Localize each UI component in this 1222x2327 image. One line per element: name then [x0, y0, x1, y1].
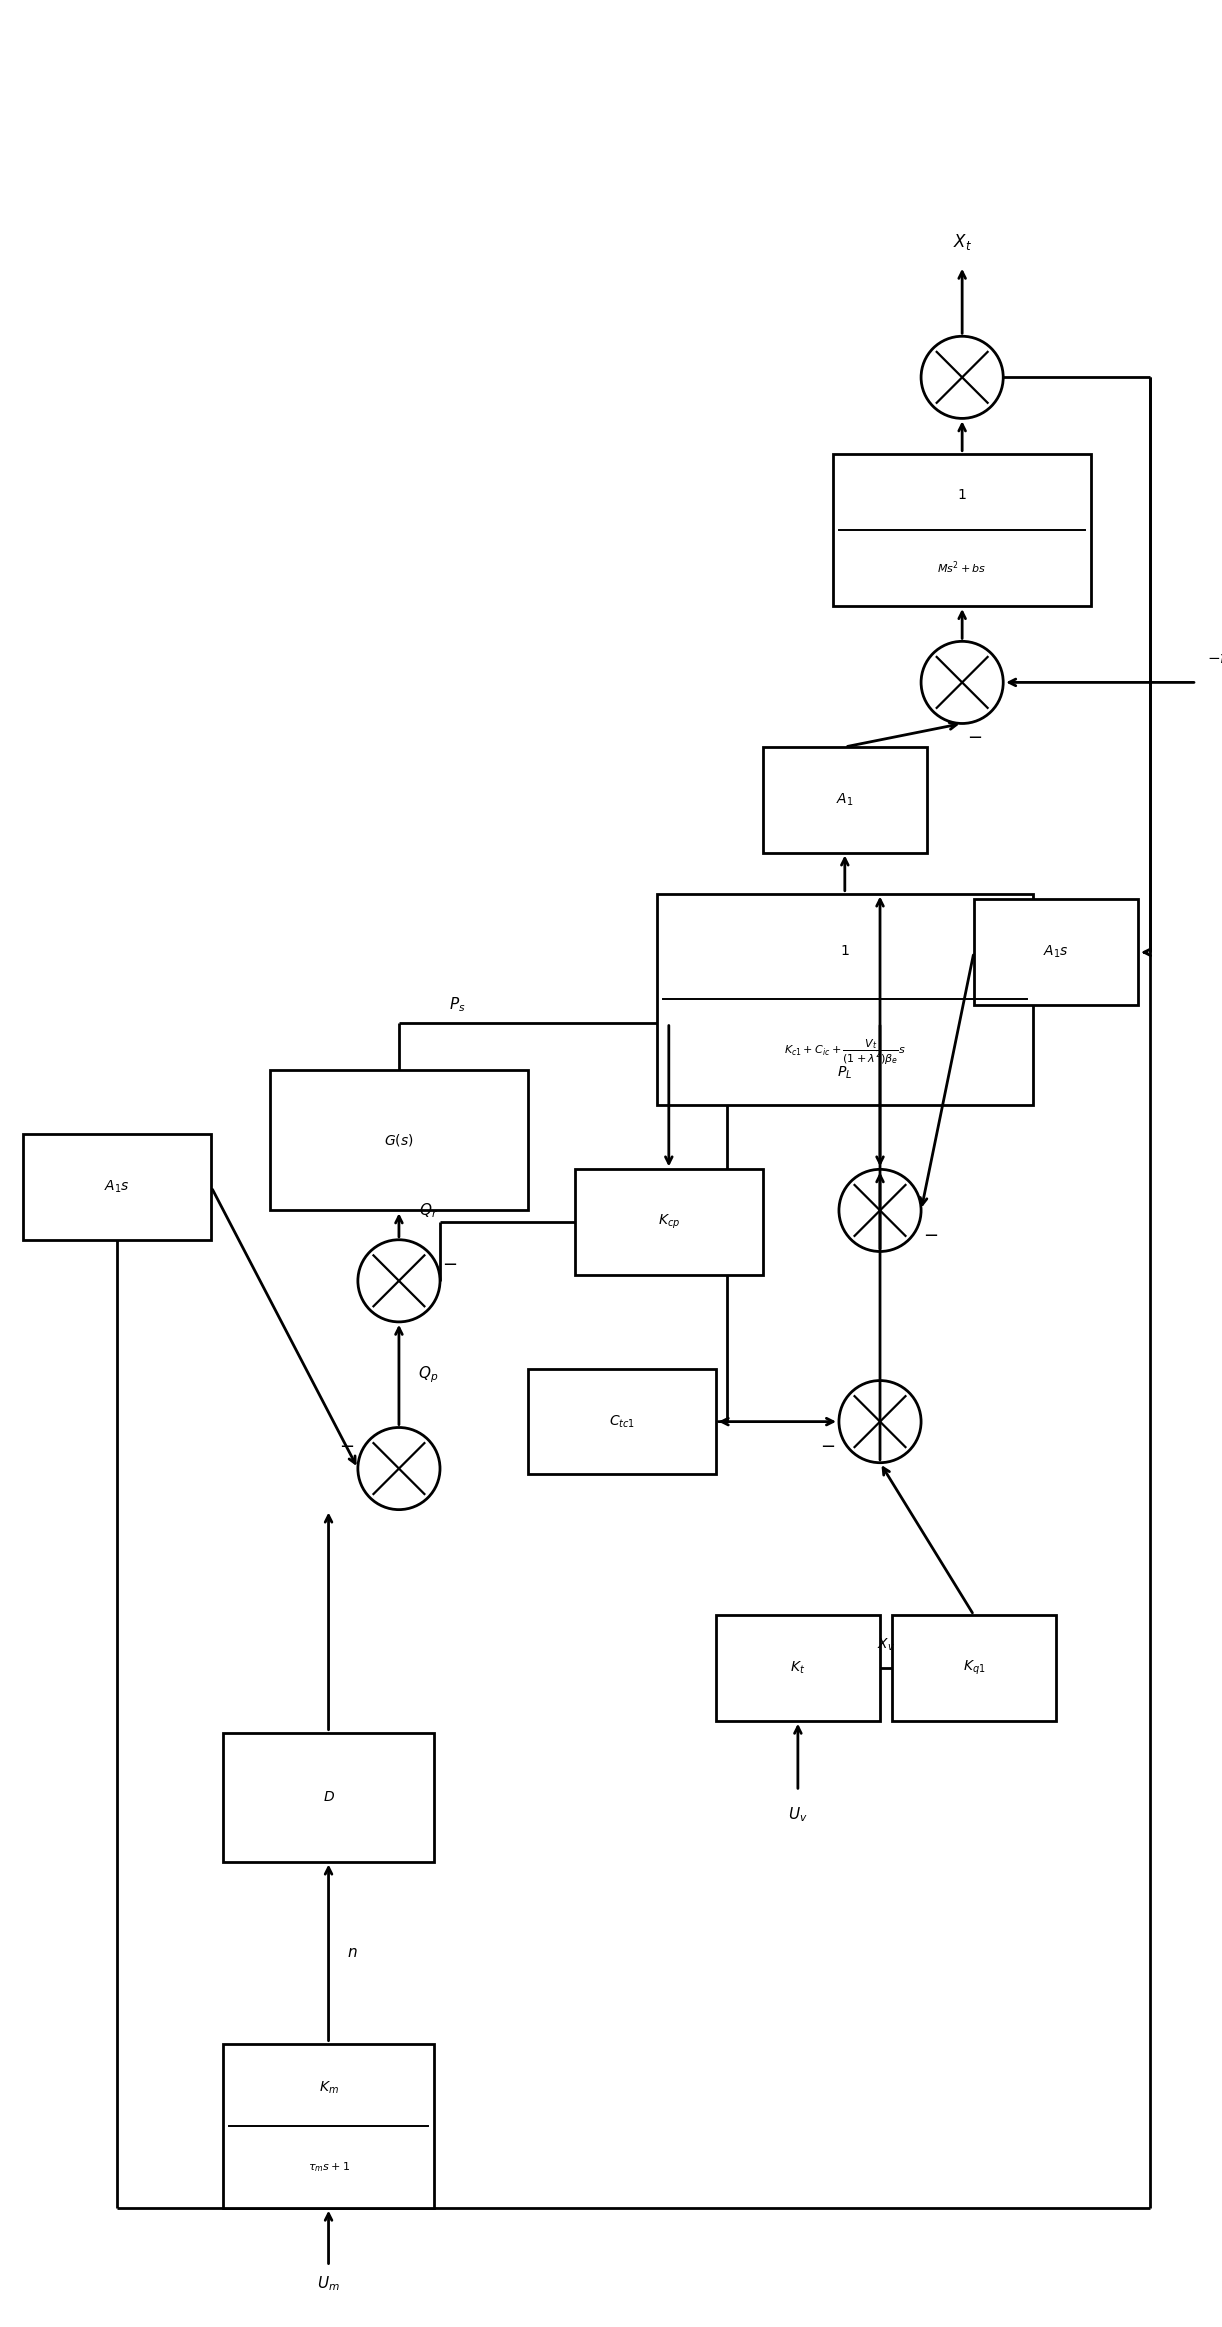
Text: $-$: $-$	[338, 1436, 353, 1454]
Text: $X_t$: $X_t$	[953, 233, 971, 251]
Text: $-$: $-$	[923, 1224, 938, 1243]
Text: $-$: $-$	[442, 1254, 457, 1273]
Bar	[23, 1133, 211, 1240]
Bar	[222, 2043, 434, 2208]
Bar	[833, 454, 1091, 605]
Text: $U_v$: $U_v$	[788, 1806, 808, 1824]
Text: $A_1 s$: $A_1 s$	[1044, 945, 1069, 961]
Text: $K_{c1}+C_{ic}+\dfrac{V_t}{(1+\lambda^2)\beta_e}s$: $K_{c1}+C_{ic}+\dfrac{V_t}{(1+\lambda^2)…	[783, 1038, 906, 1066]
Bar	[270, 1070, 528, 1210]
Text: $K_{q1}$: $K_{q1}$	[963, 1659, 985, 1678]
Text: $-$: $-$	[820, 1436, 835, 1454]
Bar	[528, 1368, 716, 1475]
Text: $-f_c$: $-f_c$	[1207, 649, 1222, 668]
Circle shape	[840, 1380, 921, 1464]
Text: $Q_p$: $Q_p$	[418, 1364, 439, 1385]
Bar	[222, 1734, 434, 1862]
Text: $P_s$: $P_s$	[450, 996, 466, 1015]
Bar	[657, 894, 1033, 1105]
Text: $C_{tc1}$: $C_{tc1}$	[609, 1412, 635, 1429]
Text: $G(s)$: $G(s)$	[384, 1131, 414, 1147]
Bar	[892, 1615, 1056, 1722]
Bar	[574, 1170, 763, 1275]
Text: $1$: $1$	[957, 489, 967, 503]
Text: $A_1 s$: $A_1 s$	[104, 1180, 131, 1196]
Circle shape	[921, 642, 1003, 724]
Text: $Ms^2+bs$: $Ms^2+bs$	[937, 561, 987, 577]
Text: $1$: $1$	[840, 945, 849, 959]
Text: $K_t$: $K_t$	[791, 1659, 805, 1675]
Text: $P_L$: $P_L$	[837, 1063, 853, 1080]
Text: $X_v$: $X_v$	[877, 1636, 895, 1652]
Circle shape	[921, 337, 1003, 419]
Text: $n$: $n$	[347, 1945, 357, 1959]
Text: $Q_r$: $Q_r$	[419, 1201, 437, 1219]
Circle shape	[840, 1170, 921, 1252]
Text: $A_1$: $A_1$	[836, 791, 853, 807]
Bar	[716, 1615, 880, 1722]
Text: $K_m$: $K_m$	[319, 2080, 338, 2097]
Text: $D$: $D$	[323, 1789, 335, 1803]
Bar	[763, 747, 927, 852]
Circle shape	[358, 1426, 440, 1510]
Text: $K_{cp}$: $K_{cp}$	[657, 1212, 679, 1231]
Text: $\tau_m s+1$: $\tau_m s+1$	[308, 2159, 349, 2173]
Text: $-$: $-$	[967, 726, 982, 745]
Circle shape	[358, 1240, 440, 1322]
Text: $U_m$: $U_m$	[318, 2276, 340, 2294]
Bar	[974, 901, 1138, 1005]
